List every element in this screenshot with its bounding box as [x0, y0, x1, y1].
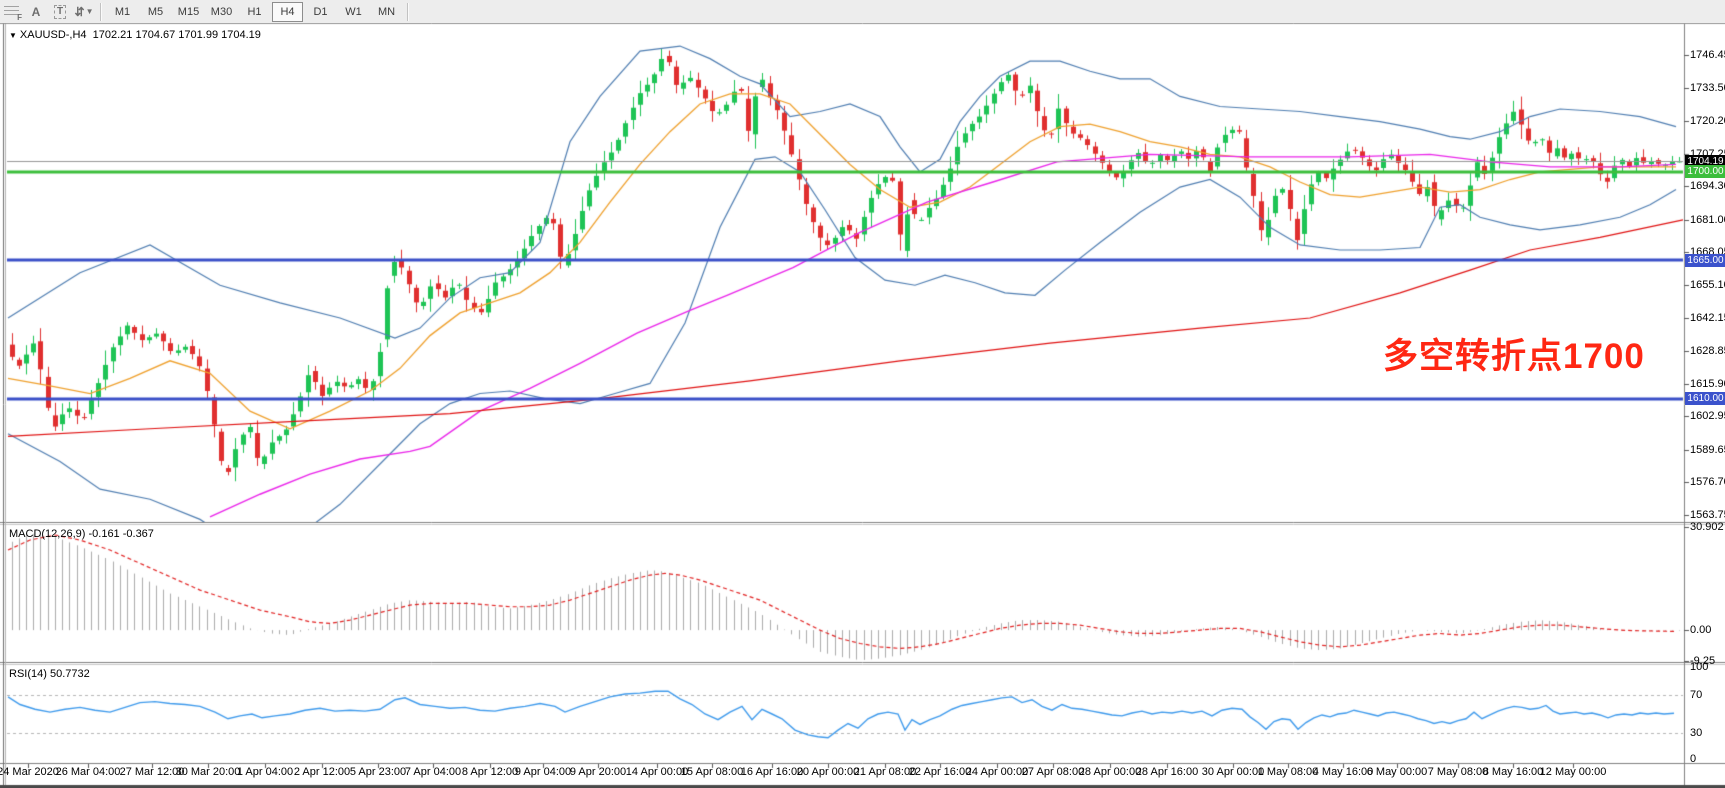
- time-axis-label: 27 Apr 08:00: [1021, 766, 1085, 778]
- support-price-tag: 1665.00: [1685, 253, 1725, 267]
- time-axis-label: 9 Apr 20:00: [569, 766, 627, 778]
- time-axis-label: 24 Mar 2020: [0, 766, 59, 778]
- timeframe-button-mn[interactable]: MN: [377, 5, 396, 18]
- fibonacci-retracement-button[interactable]: F: [1, 2, 23, 22]
- rsi-scale-label: 30: [1690, 727, 1703, 739]
- symbol-quote-line: ▼ XAUUSD-,H4 1702.21 1704.67 1701.99 1704…: [9, 29, 261, 41]
- timeframe-button-d1[interactable]: D1: [313, 5, 328, 18]
- macd-scale-label: -9.25: [1690, 655, 1716, 667]
- pivot-price-tag: 1700.00: [1685, 165, 1725, 179]
- timeframe-button-h4[interactable]: H4: [272, 1, 303, 22]
- time-axis-label: 22 Apr 16:00: [908, 766, 972, 778]
- rsi-scale-label: 0: [1690, 753, 1697, 765]
- annotation-text: 多空转折点1700: [1383, 337, 1645, 376]
- time-axis-label: 9 Apr 04:00: [514, 766, 572, 778]
- price-axis-label: 1602.95: [1690, 410, 1725, 423]
- toolbar: F A T ⇵ ▼ M1 M5 M15 M30 H1 H4 D1 W1 MN: [0, 0, 1725, 24]
- time-axis-label: 12 May 00:00: [1539, 766, 1607, 778]
- time-axis-label: 28 Apr 16:00: [1135, 766, 1199, 778]
- support-price-tag: 1610.00: [1685, 392, 1725, 406]
- text-label-icon: A: [31, 4, 41, 19]
- price-axis-label: 1642.15: [1690, 311, 1725, 324]
- rsi-scale-label: 70: [1690, 689, 1703, 701]
- price-axis-label: 1720.20: [1690, 115, 1725, 128]
- timeframe-button-h1[interactable]: H1: [247, 5, 262, 18]
- timeframe-button-m30[interactable]: M30: [210, 5, 233, 18]
- time-axis-label: 30 Mar 20:00: [175, 766, 241, 778]
- time-axis-label: 4 May 16:00: [1312, 766, 1374, 778]
- rsi-scale-label: 100: [1690, 660, 1709, 673]
- chevron-down-icon: ▼: [85, 7, 94, 16]
- price-chart-canvas[interactable]: [0, 23, 1725, 788]
- time-axis-label: 24 Apr 00:00: [965, 766, 1029, 778]
- macd-scale-label: 0.00: [1690, 624, 1712, 637]
- current-price-tag: 1704.19: [1685, 154, 1725, 168]
- symbol-ohlc-text: XAUUSD-,H4 1702.21 1704.67 1701.99 1704.…: [19, 29, 261, 41]
- timeframe-button-m1[interactable]: M1: [114, 5, 131, 18]
- cursor-tools-button[interactable]: ⇵ ▼: [73, 2, 95, 21]
- symbol-dropdown-icon[interactable]: ▼: [9, 31, 17, 40]
- timeframe-button-m15[interactable]: M15: [177, 5, 200, 18]
- time-axis-label: 5 Apr 23:00: [349, 766, 407, 778]
- time-axis-label: 7 Apr 04:00: [404, 766, 462, 778]
- text-box-button[interactable]: T: [49, 2, 71, 21]
- time-axis-label: 1 Apr 04:00: [236, 766, 294, 778]
- time-axis-label: 2 Apr 12:00: [293, 766, 351, 778]
- time-axis-label: 27 Mar 12:00: [119, 766, 185, 778]
- timeframe-button-m5[interactable]: M5: [147, 5, 164, 18]
- time-axis-label: 14 Apr 00:00: [625, 766, 689, 778]
- price-axis-label: 1563.75: [1690, 509, 1725, 521]
- price-axis-label: 1733.50: [1690, 81, 1725, 94]
- cursor-tools-icon: ⇵: [74, 4, 85, 19]
- price-axis-label: 1628.85: [1690, 345, 1725, 358]
- time-axis-label: 28 Apr 00:00: [1078, 766, 1142, 778]
- time-axis-label: 20 Apr 00:00: [796, 766, 860, 778]
- time-axis-label: 26 Mar 04:00: [55, 766, 121, 778]
- rsi-indicator-label: RSI(14) 50.7732: [9, 668, 90, 680]
- price-axis-label: 1694.30: [1690, 180, 1725, 193]
- timeframe-button-w1[interactable]: W1: [345, 5, 362, 18]
- price-axis-label: 1655.10: [1690, 279, 1725, 291]
- fibonacci-retracement-icon: F: [4, 5, 22, 22]
- time-axis-label: 6 May 00:00: [1366, 766, 1428, 778]
- toolbar-separator: [407, 2, 409, 21]
- text-box-icon: T: [53, 4, 67, 19]
- time-axis-label: 8 May 16:00: [1482, 766, 1544, 778]
- price-axis-label: 1746.45: [1690, 49, 1725, 61]
- time-axis-label: 21 Apr 08:00: [853, 766, 917, 778]
- chart-window: ▼ XAUUSD-,H4 1702.21 1704.67 1701.99 1704…: [0, 23, 1725, 788]
- macd-scale-label: 30.902: [1690, 521, 1724, 533]
- time-axis-label: 8 Apr 12:00: [461, 766, 519, 778]
- macd-indicator-label: MACD(12,26,9) -0.161 -0.367: [9, 528, 154, 540]
- price-axis-label: 1576.70: [1690, 476, 1725, 489]
- price-axis-label: 1589.65: [1690, 443, 1725, 456]
- time-axis-label: 30 Apr 00:00: [1201, 766, 1265, 778]
- price-axis-label: 1681.00: [1690, 213, 1725, 226]
- timeframe-group: M1 M5 M15 M30 H1 H4 D1 W1 MN: [106, 1, 403, 22]
- time-axis-label: 16 Apr 16:00: [740, 766, 804, 778]
- price-axis-label: 1615.90: [1690, 377, 1725, 390]
- time-axis-label: 1 May 08:00: [1257, 766, 1319, 778]
- time-axis-label: 7 May 08:00: [1427, 766, 1489, 778]
- text-label-button[interactable]: A: [25, 2, 47, 21]
- time-axis-label: 15 Apr 08:00: [680, 766, 744, 778]
- toolbar-separator: [100, 2, 102, 21]
